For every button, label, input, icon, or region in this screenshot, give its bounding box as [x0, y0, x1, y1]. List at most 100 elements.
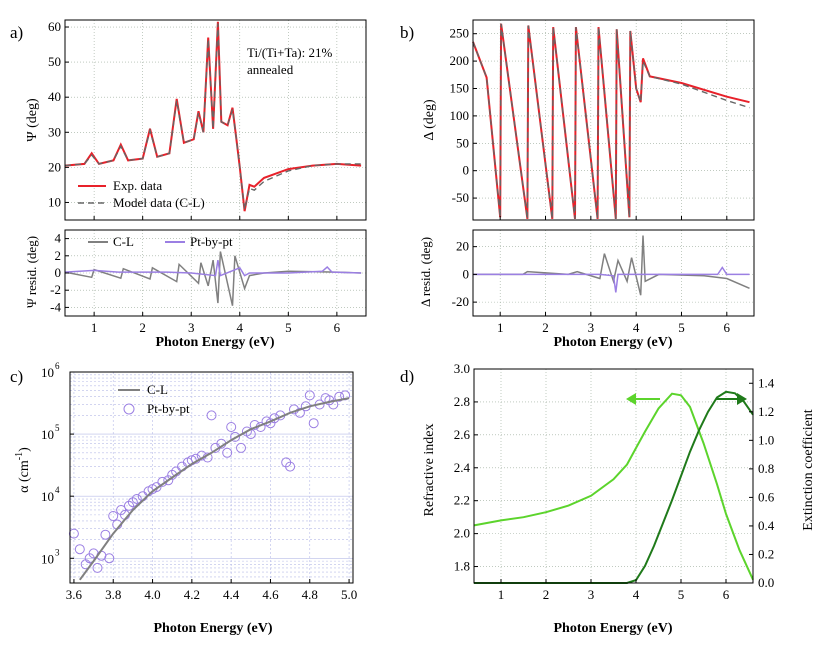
data-point: [308, 418, 319, 429]
y-right-tick-label: 0.0: [758, 575, 774, 590]
data-point: [124, 500, 134, 511]
y-tick-exponent: 4: [55, 485, 60, 495]
y-right-tick-label: 1.0: [758, 432, 774, 447]
y-tick-label: 2: [55, 248, 62, 263]
y-right-tick-label: 0.4: [758, 518, 775, 533]
panel-label: c): [10, 367, 23, 386]
x-tick-label: 4: [633, 320, 640, 335]
x-tick-label: 1: [91, 320, 98, 335]
y-axis-label: α (cm-1): [14, 447, 32, 493]
x-tick-label: 3: [588, 587, 595, 602]
series-pt-by-pt: [473, 266, 750, 293]
y-tick-label: 50: [48, 54, 61, 69]
x-axis-label: Photon Energy (eV): [156, 335, 275, 350]
y-tick-label: 200: [450, 53, 470, 68]
x-tick-label: 6: [724, 320, 731, 335]
x-tick-label: 3: [588, 320, 595, 335]
data-point: [151, 482, 162, 493]
data-point: [236, 442, 246, 453]
series-cl: [64, 251, 362, 306]
y-tick-label: 10: [41, 551, 54, 566]
y-axis-label: Ψ resid. (deg): [24, 236, 39, 308]
x-tick-label: 2: [543, 587, 550, 602]
y-tick-label: 60: [48, 19, 61, 34]
legend-label-pt: Pt-by-pt: [147, 401, 190, 416]
y-axis-label: Refractive index: [422, 424, 437, 517]
data-point: [68, 528, 79, 539]
data-point: [163, 475, 174, 486]
panel-b: -50 0 50 100 150 200 250 b) Δ (deg): [400, 19, 755, 221]
x-tick-label: 2: [542, 320, 549, 335]
panel-d: 1.8 2.0 2.2 2.4 2.6 2.8 3.0 0.0 0.2 0.4 0.6 0.8 1.0 1…: [400, 361, 816, 636]
series-cl: [78, 397, 350, 581]
data-point: [131, 494, 142, 504]
y-tick-label: 0: [463, 163, 470, 178]
x-tick-label: 4: [237, 320, 244, 335]
plot-frame: [472, 229, 755, 317]
annotation-line-1: Ti/(Ti+Ta): 21%: [247, 45, 332, 60]
series-model-data: [472, 23, 750, 219]
y-tick-label: 30: [48, 124, 61, 139]
y-right-axis-label: Extinction coefficient: [801, 409, 816, 531]
y-tick-label: 4: [55, 231, 62, 246]
y-tick-label: 2.4: [454, 460, 471, 475]
y-axis-label: Ψ (deg): [25, 98, 40, 142]
y-tick-label: 2.6: [454, 427, 471, 442]
x-tick-label: 1: [498, 587, 505, 602]
data-point: [92, 562, 103, 573]
y-tick-label: 2.8: [454, 394, 470, 409]
y-tick-label: 100: [450, 108, 470, 123]
data-point: [285, 461, 296, 472]
panel-a: 10 20 30 40 50 60 a) Ψ (deg) Ti/(Ti+Ta): 21% anne…: [10, 19, 367, 221]
panel-label: a): [10, 23, 23, 42]
x-tick-label: 2: [139, 320, 146, 335]
data-point: [74, 544, 85, 555]
y-right-tick-label: 0.6: [758, 489, 775, 504]
y-tick-label: 2.0: [454, 526, 470, 541]
y-tick-exponent: 6: [55, 361, 60, 371]
y-tick-exponent: 3: [55, 547, 60, 557]
y-tick-label: 150: [450, 80, 470, 95]
legend-label-pt: Pt-by-pt: [190, 234, 233, 249]
y-tick-label: 20: [48, 159, 61, 174]
y-right-tick-label: 1.2: [758, 404, 774, 419]
y-tick-label: 20: [456, 239, 469, 254]
plot-frame: [472, 19, 755, 221]
arrow-left-head-icon: [626, 393, 636, 405]
y-tick-label: 10: [41, 489, 54, 504]
data-point: [340, 390, 351, 401]
x-tick-label: 6: [334, 320, 341, 335]
plot-frame: [69, 371, 354, 584]
panel-label: d): [400, 367, 414, 386]
arrow-right-head-icon: [737, 393, 747, 405]
y-tick-label: 40: [48, 89, 61, 104]
plot-frame: [64, 19, 367, 221]
plot-frame: [473, 368, 754, 584]
x-tick-label: 4.2: [184, 587, 200, 602]
panel-a-residual: -4 -2 0 2 4 1 2 3 4 5 6 Ψ resid. (deg) Photon Energy…: [24, 229, 367, 350]
x-tick-label: 3.6: [66, 587, 83, 602]
y-right-tick-label: 1.4: [758, 375, 775, 390]
y-tick-label: 3.0: [454, 361, 470, 376]
x-tick-label: 5: [678, 587, 685, 602]
y-tick-label: 0: [55, 265, 62, 280]
data-point: [222, 447, 233, 458]
data-point: [328, 399, 339, 410]
x-tick-label: 4.8: [302, 587, 318, 602]
data-point: [334, 391, 345, 402]
x-tick-label: 5.0: [341, 587, 357, 602]
x-tick-label: 6: [723, 587, 730, 602]
series-extinction-coefficient: [474, 390, 754, 584]
x-tick-label: 5: [678, 320, 685, 335]
data-point: [226, 422, 237, 432]
y-tick-label: 10: [41, 365, 54, 380]
x-tick-label: 4: [633, 587, 640, 602]
x-tick-label: 4.4: [223, 587, 240, 602]
y-tick-label: 1.8: [454, 559, 470, 574]
legend-label-exp: Exp. data: [113, 178, 162, 193]
y-tick-label: 10: [48, 194, 61, 209]
data-point: [304, 390, 315, 401]
series-pt-by-pt: [64, 259, 362, 277]
data-point: [127, 497, 138, 508]
y-tick-exponent: 5: [55, 423, 60, 433]
